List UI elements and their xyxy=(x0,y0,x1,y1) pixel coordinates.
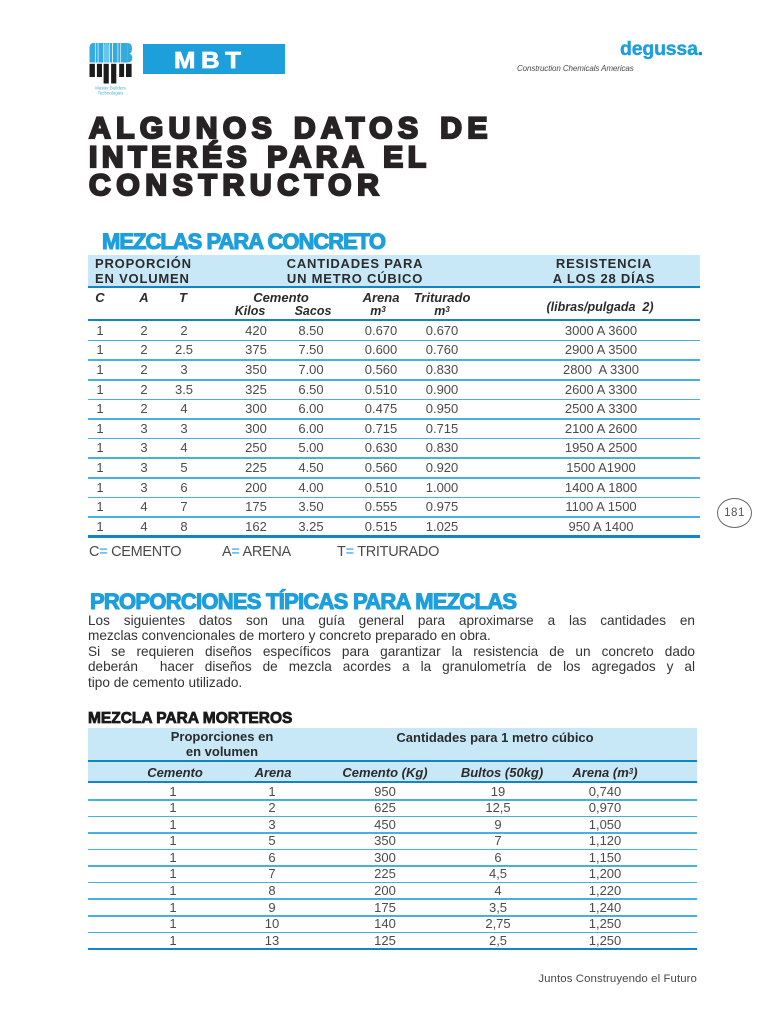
svg-text:Master Builders: Master Builders xyxy=(95,86,126,91)
svg-text:Technologies: Technologies xyxy=(98,91,124,96)
